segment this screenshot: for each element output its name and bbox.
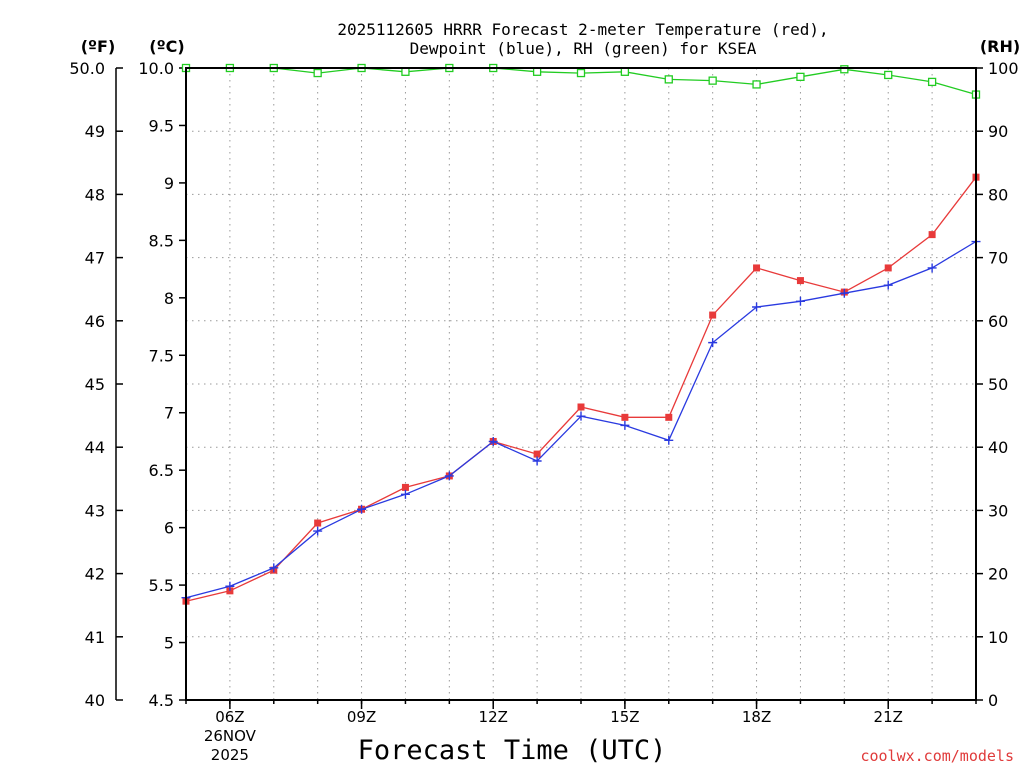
- celsius-tick-label: 6: [164, 519, 174, 538]
- rh-tick-label: 40: [988, 438, 1008, 457]
- dewpoint-point: [444, 471, 454, 481]
- dewpoint-point: [357, 504, 367, 514]
- x-tick-label: 15Z: [610, 708, 639, 726]
- temperature-point: [314, 519, 322, 527]
- rh-point: [752, 80, 761, 89]
- fahrenheit-unit-label: (ºF): [81, 37, 116, 56]
- dewpoint-point: [752, 302, 762, 312]
- rh-tick-label: 20: [988, 565, 1008, 584]
- data-series: [181, 63, 981, 605]
- celsius-tick-label: 8.5: [149, 231, 174, 250]
- fahrenheit-tick-label: 40: [85, 691, 105, 710]
- rh-point: [620, 67, 630, 76]
- rh-unit-label: (RH): [980, 37, 1020, 56]
- fahrenheit-tick-label: 46: [85, 312, 105, 331]
- rh-point: [664, 75, 673, 84]
- rh-tick-label: 0: [988, 691, 998, 710]
- rh-tick-label: 60: [988, 312, 1008, 331]
- fahrenheit-tick-label: 48: [85, 185, 105, 204]
- temperature-point: [665, 413, 673, 421]
- rh-tick-label: 70: [988, 249, 1008, 268]
- celsius-tick-label: 9: [164, 174, 174, 193]
- rh-point: [708, 76, 717, 85]
- rh-point: [532, 67, 542, 76]
- fahrenheit-tick-label: 43: [85, 501, 105, 520]
- temperature-point: [709, 311, 717, 319]
- dewpoint-point: [532, 456, 542, 466]
- celsius-tick-label: 4.5: [149, 691, 174, 710]
- rh-point: [401, 67, 410, 76]
- fahrenheit-tick-label: 50.0: [69, 59, 105, 78]
- rh-tick-label: 80: [988, 185, 1008, 204]
- x-tick-date-label: 26NOV: [204, 727, 257, 745]
- chart-title-line2: Dewpoint (blue), RH (green) for KSEA: [410, 39, 757, 58]
- fahrenheit-tick-label: 41: [85, 628, 105, 647]
- rh-point: [576, 68, 586, 78]
- dewpoint-point: [708, 338, 718, 348]
- temperature-point: [226, 587, 234, 595]
- grid: [186, 68, 976, 700]
- dewpoint-point: [927, 263, 937, 273]
- rh-point: [840, 65, 849, 74]
- fahrenheit-tick-label: 42: [85, 565, 105, 584]
- rh-point: [927, 77, 937, 87]
- fahrenheit-tick-label: 45: [85, 375, 105, 394]
- temperature-point: [621, 413, 629, 421]
- temperature-series-line: [185, 176, 977, 602]
- x-axis-title: Forecast Time (UTC): [358, 735, 667, 766]
- dewpoint-point: [620, 420, 630, 430]
- rh-tick-label: 100: [988, 59, 1019, 78]
- temperature-point: [928, 231, 936, 239]
- fahrenheit-tick-label: 49: [85, 122, 105, 141]
- x-tick-year-label: 2025: [211, 746, 249, 764]
- credit-text: coolwx.com/models: [860, 747, 1014, 765]
- celsius-tick-label: 7: [164, 404, 174, 423]
- x-tick-label: 12Z: [479, 708, 508, 726]
- chart-title-line1: 2025112605 HRRR Forecast 2-meter Tempera…: [337, 20, 828, 39]
- x-tick-label: 06Z: [215, 708, 244, 726]
- temperature-point: [577, 403, 585, 411]
- dewpoint-point: [313, 526, 323, 536]
- celsius-tick-label: 6.5: [149, 461, 174, 480]
- rh-tick-label: 30: [988, 501, 1008, 520]
- celsius-tick-label: 5.5: [149, 576, 174, 595]
- celsius-tick-label: 9.5: [149, 116, 174, 135]
- celsius-tick-label: 7.5: [149, 346, 174, 365]
- fahrenheit-tick-label: 44: [85, 438, 105, 457]
- rh-point: [884, 70, 893, 80]
- dewpoint-point: [225, 581, 235, 591]
- dewpoint-point: [488, 436, 498, 446]
- celsius-tick-label: 10.0: [138, 59, 174, 78]
- celsius-tick-label: 8: [164, 289, 174, 308]
- celsius-unit-label: (ºC): [149, 37, 184, 56]
- fahrenheit-tick-label: 47: [85, 249, 105, 268]
- rh-point: [796, 72, 805, 81]
- temperature-point: [401, 483, 409, 491]
- plot-frame: [185, 67, 977, 701]
- rh-tick-label: 50: [988, 375, 1008, 394]
- temperature-point: [796, 277, 804, 285]
- rh-point: [313, 68, 322, 78]
- rh-tick-label: 90: [988, 122, 1008, 141]
- temperature-point: [884, 264, 892, 272]
- x-tick-label: 09Z: [347, 708, 376, 726]
- x-tick-label: 21Z: [874, 708, 903, 726]
- axes: 40 41 42 43 44 45 46 47 48 49 50.0 4.5 5 5.5 6 6.5 7 7.5 8…: [69, 59, 1018, 764]
- x-tick-label: 18Z: [742, 708, 771, 726]
- dewpoint-point: [795, 296, 805, 306]
- temperature-point: [533, 450, 541, 458]
- dewpoint-point: [269, 563, 279, 573]
- dewpoint-point: [664, 435, 674, 445]
- rh-tick-label: 10: [988, 628, 1008, 647]
- temperature-point: [753, 264, 761, 272]
- dewpoint-point: [839, 288, 849, 298]
- dewpoint-point: [576, 411, 586, 421]
- dewpoint-point: [400, 489, 410, 499]
- dewpoint-point: [883, 280, 893, 290]
- celsius-tick-label: 5: [164, 634, 174, 653]
